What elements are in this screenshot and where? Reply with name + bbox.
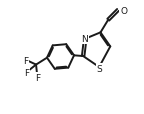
Text: N: N bbox=[81, 35, 88, 44]
Text: F: F bbox=[35, 73, 40, 82]
Text: S: S bbox=[97, 65, 103, 73]
Text: F: F bbox=[24, 68, 29, 77]
Text: O: O bbox=[120, 7, 127, 16]
Text: F: F bbox=[23, 57, 28, 66]
